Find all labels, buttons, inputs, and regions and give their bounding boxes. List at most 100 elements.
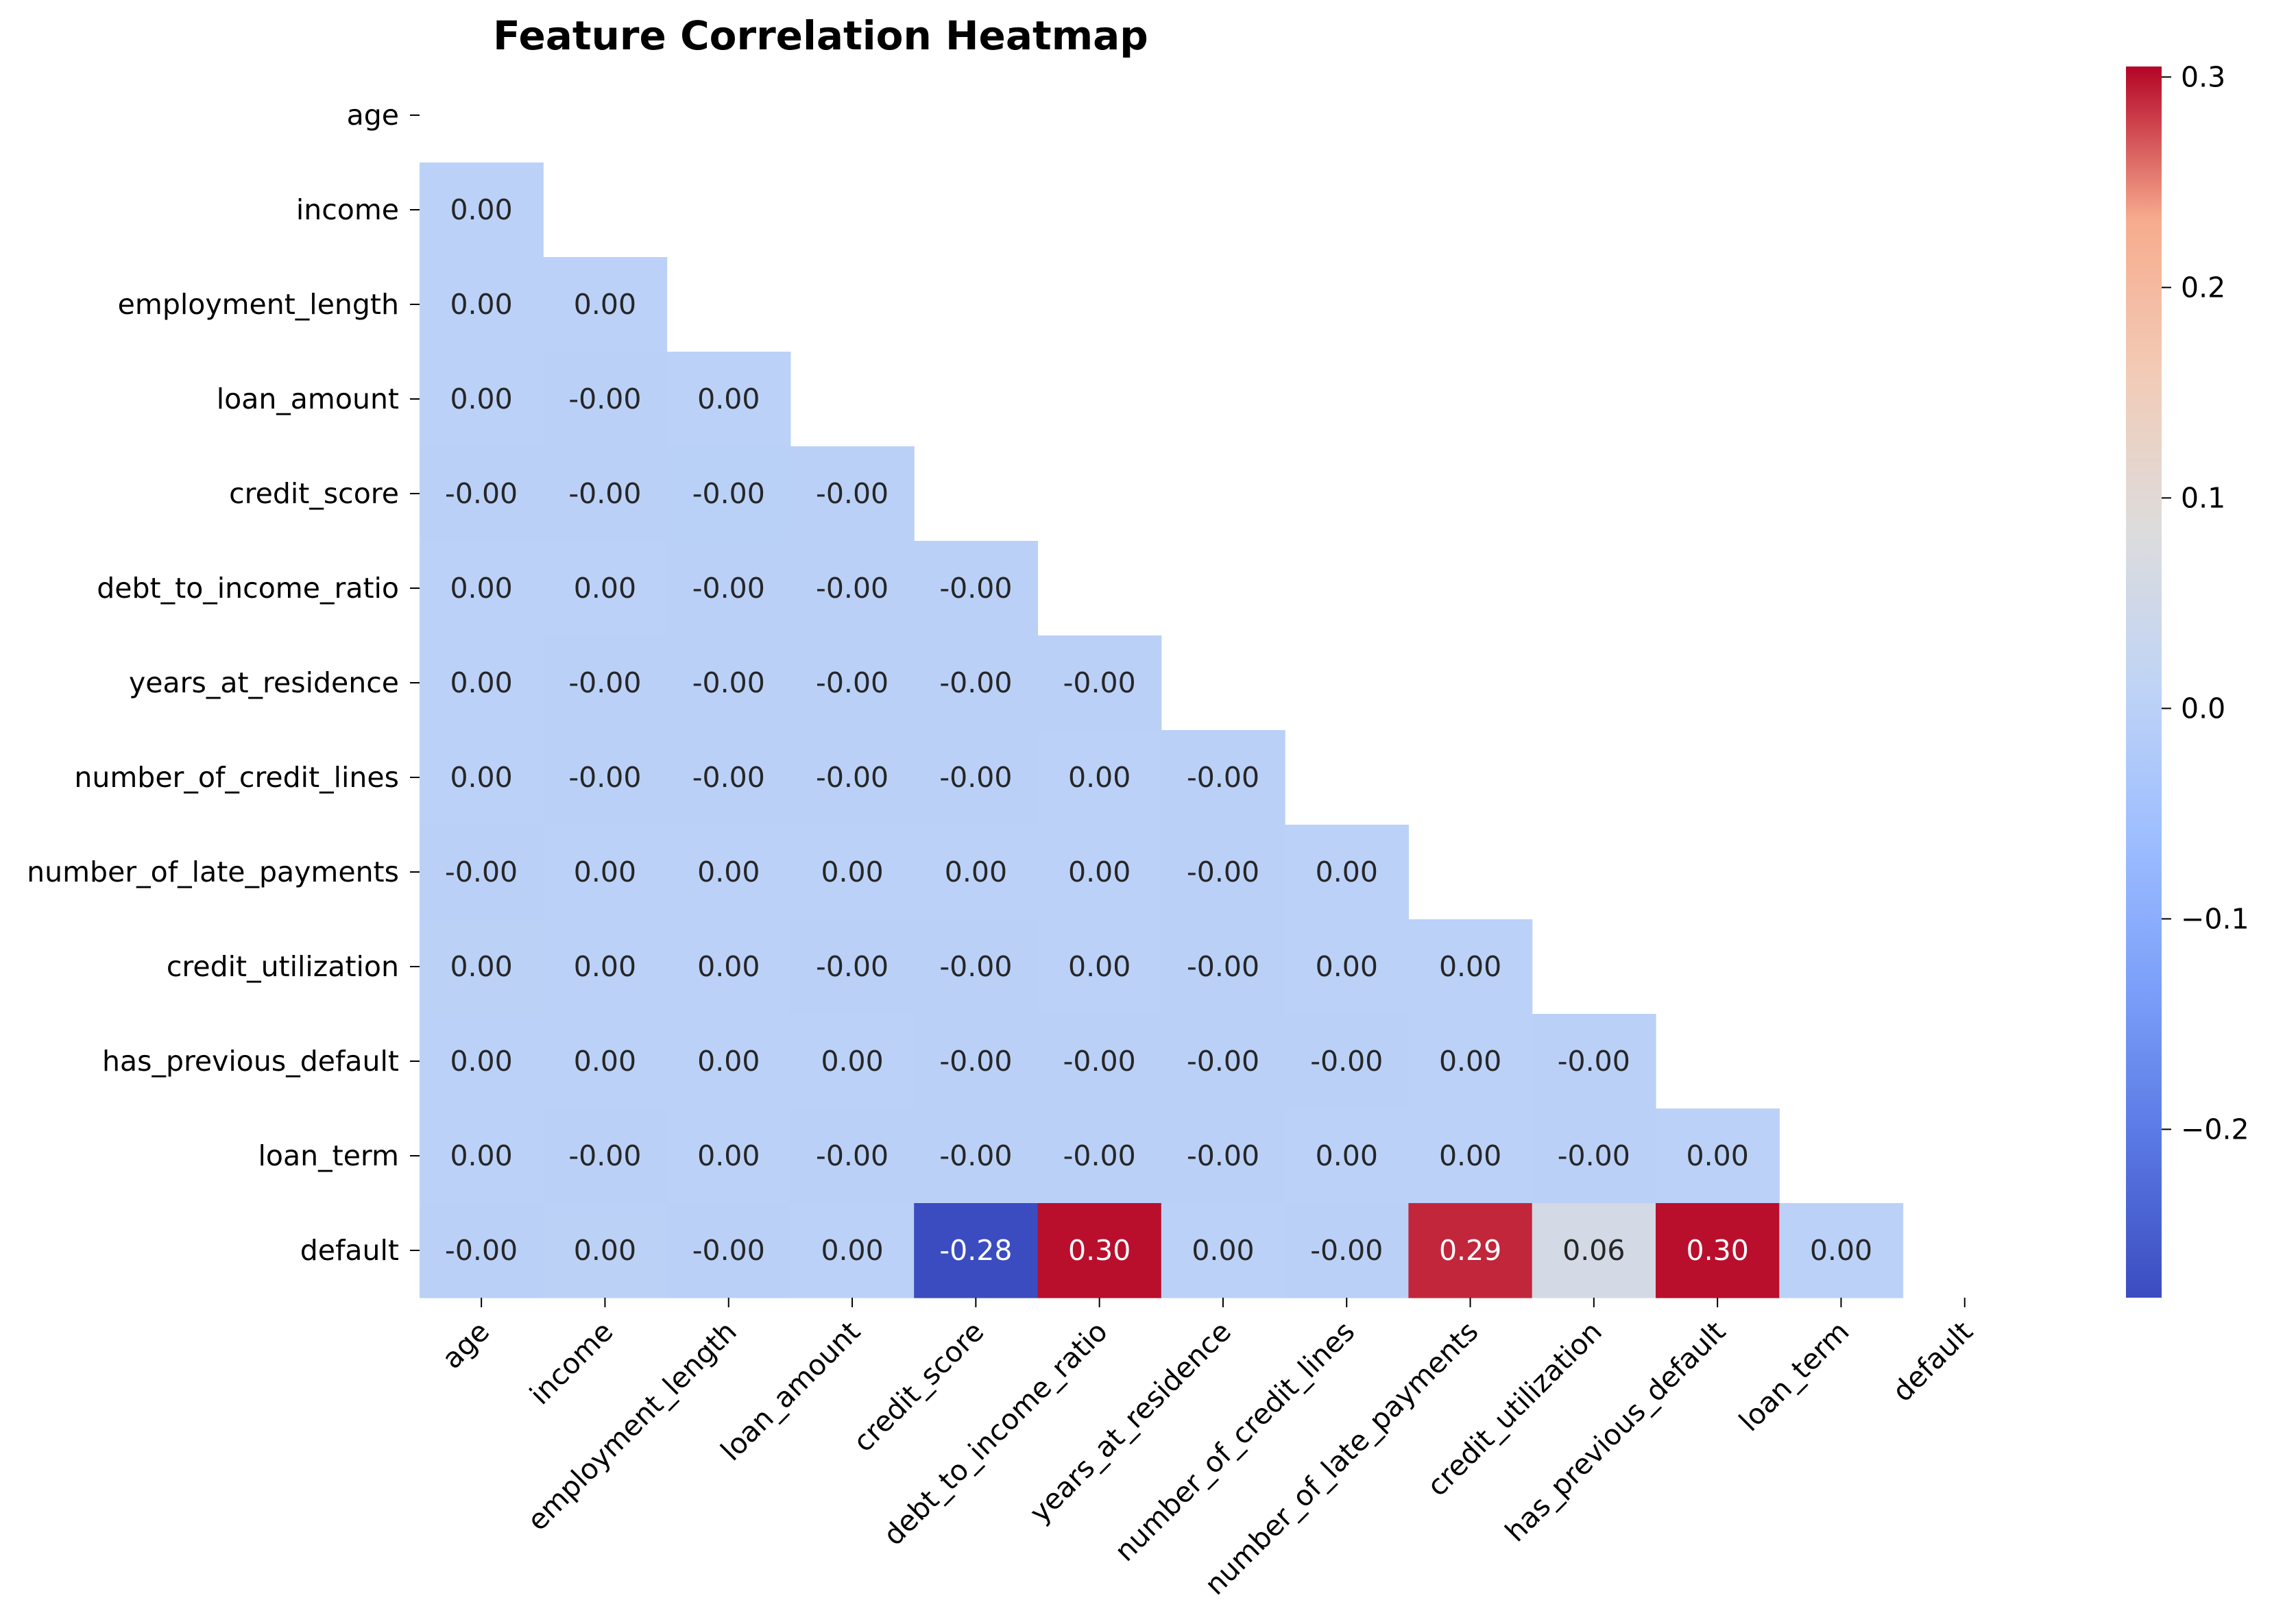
heatmap-cell-credit_score-income bbox=[543, 446, 668, 542]
heatmap-cell-loan_amount-income bbox=[543, 352, 668, 447]
cell-value-label: -0.00 bbox=[939, 761, 1012, 794]
cell-value-label: -0.00 bbox=[816, 950, 889, 983]
x-tick-label-has_previous_default: has_previous_default bbox=[1499, 1315, 1732, 1548]
cell-value-label: -0.00 bbox=[568, 477, 641, 510]
cell-value-label: 0.00 bbox=[450, 761, 512, 794]
cell-value-label: -0.00 bbox=[568, 383, 641, 415]
x-tick-label-loan_term: loan_term bbox=[1732, 1315, 1855, 1438]
cell-value-label: -0.00 bbox=[816, 666, 889, 699]
heatmap-cell-income-age bbox=[420, 162, 544, 258]
cell-value-label: -0.00 bbox=[568, 761, 641, 794]
x-tick-label-years_at_residence: years_at_residence bbox=[1024, 1315, 1238, 1529]
heatmap-cell-has_previous_default-credit_score bbox=[914, 1014, 1039, 1109]
heatmap-cell-years_at_residence-credit_score bbox=[914, 635, 1039, 731]
heatmap-cell-has_previous_default-years_at_residence bbox=[1161, 1014, 1285, 1109]
cell-value-label: -0.00 bbox=[1187, 856, 1259, 888]
y-tick-label-loan_term: loan_term bbox=[258, 1139, 399, 1172]
cell-value-label: 0.00 bbox=[1068, 950, 1131, 983]
cell-value-label: -0.00 bbox=[1187, 761, 1259, 794]
cell-value-label: -0.00 bbox=[816, 572, 889, 605]
cell-value-label: 0.00 bbox=[697, 1045, 760, 1078]
heatmap-cell-loan_term-credit_score bbox=[914, 1108, 1039, 1204]
cell-value-label: 0.00 bbox=[574, 572, 636, 605]
cell-value-label: 0.00 bbox=[574, 950, 636, 983]
cell-value-label: 0.00 bbox=[697, 383, 760, 415]
y-tick-label-loan_amount: loan_amount bbox=[217, 383, 399, 415]
heatmap-cell-number_of_credit_lines-age bbox=[420, 730, 544, 825]
cell-value-label: 0.00 bbox=[697, 950, 760, 983]
cell-value-label: 0.00 bbox=[1439, 950, 1501, 983]
cell-value-label: -0.00 bbox=[692, 572, 765, 605]
heatmap-cell-years_at_residence-debt_to_income_ratio bbox=[1037, 635, 1162, 731]
cell-value-label: 0.00 bbox=[450, 1139, 512, 1172]
cell-value-label: 0.00 bbox=[450, 950, 512, 983]
cell-value-label: -0.28 bbox=[939, 1234, 1012, 1267]
heatmap-cell-employment_length-age bbox=[420, 257, 544, 352]
cell-value-label: 0.00 bbox=[821, 1045, 883, 1078]
cell-value-label: 0.00 bbox=[1316, 950, 1378, 983]
cell-value-label: 0.00 bbox=[450, 572, 512, 605]
heatmap-cell-loan_amount-age bbox=[420, 352, 544, 447]
heatmap-cell-has_previous_default-number_of_late_payments bbox=[1408, 1014, 1533, 1109]
y-tick-label-years_at_residence: years_at_residence bbox=[129, 666, 399, 699]
heatmap-cell-default-credit_score bbox=[914, 1203, 1039, 1298]
heatmap-cell-loan_term-has_previous_default bbox=[1656, 1108, 1780, 1204]
heatmap-cell-credit_utilization-debt_to_income_ratio bbox=[1037, 919, 1162, 1015]
x-tick-label-employment_length: employment_length bbox=[521, 1315, 743, 1537]
x-tick-label-default: default bbox=[1886, 1315, 1979, 1408]
x-axis: age incomeemployment_lengthloan_amountcre… bbox=[435, 1298, 1979, 1601]
heatmap-cell-default-debt_to_income_ratio bbox=[1037, 1203, 1162, 1298]
cell-value-label: -0.00 bbox=[816, 477, 889, 510]
heatmap-cell-number_of_credit_lines-loan_amount bbox=[790, 730, 915, 825]
cell-value-label: 0.00 bbox=[574, 288, 636, 321]
colorbar-tick-label: 0.3 bbox=[2181, 60, 2225, 93]
heatmap-cell-default-number_of_credit_lines bbox=[1285, 1203, 1409, 1298]
cell-value-label: 0.00 bbox=[697, 1139, 760, 1172]
heatmap-cell-default-number_of_late_payments bbox=[1408, 1203, 1533, 1298]
cell-value-label: 0.00 bbox=[1068, 761, 1131, 794]
cell-value-label: 0.00 bbox=[450, 383, 512, 415]
cell-value-label: -0.00 bbox=[692, 761, 765, 794]
cell-value-label: -0.00 bbox=[939, 950, 1012, 983]
heatmap-cell-years_at_residence-employment_length bbox=[666, 635, 791, 731]
cell-value-label: 0.00 bbox=[574, 1045, 636, 1078]
heatmap-cell-credit_utilization-number_of_credit_lines bbox=[1285, 919, 1409, 1015]
heatmap-cell-has_previous_default-credit_utilization bbox=[1532, 1014, 1656, 1109]
y-tick-label-default: default bbox=[300, 1234, 399, 1267]
cell-value-label: 0.00 bbox=[1316, 1139, 1378, 1172]
cell-value-label: -0.00 bbox=[939, 572, 1012, 605]
heatmap-cell-number_of_late_payments-number_of_credit_lines bbox=[1285, 825, 1409, 920]
cell-value-label: -0.00 bbox=[1558, 1045, 1630, 1078]
heatmap-cell-number_of_credit_lines-years_at_residence bbox=[1161, 730, 1285, 825]
heatmap-cell-credit_utilization-age bbox=[420, 919, 544, 1015]
heatmap-cell-has_previous_default-debt_to_income_ratio bbox=[1037, 1014, 1162, 1109]
cell-value-label: 0.00 bbox=[450, 288, 512, 321]
colorbar-tick-label: 0.0 bbox=[2181, 692, 2225, 725]
chart-title: Feature Correlation Heatmap bbox=[493, 12, 1148, 59]
heatmap-cell-loan_amount-employment_length bbox=[666, 352, 791, 447]
cell-value-label: -0.00 bbox=[1310, 1045, 1383, 1078]
heatmap-cell-debt_to_income_ratio-loan_amount bbox=[790, 541, 915, 636]
cell-value-label: 0.06 bbox=[1562, 1234, 1625, 1267]
colorbar-tick-label: −0.1 bbox=[2181, 902, 2249, 935]
cell-value-label: 0.30 bbox=[1687, 1234, 1749, 1267]
cell-value-label: 0.00 bbox=[1192, 1234, 1254, 1267]
colorbar-tick-label: 0.2 bbox=[2181, 271, 2225, 304]
cell-value-label: -0.00 bbox=[939, 1045, 1012, 1078]
y-tick-label-number_of_credit_lines: number_of_credit_lines bbox=[74, 761, 399, 794]
y-tick-label-income: income bbox=[296, 193, 399, 226]
heatmap-cell-default-has_previous_default bbox=[1656, 1203, 1780, 1298]
cell-value-label: 0.00 bbox=[1810, 1234, 1872, 1267]
heatmap-cell-credit_score-employment_length bbox=[666, 446, 791, 542]
heatmap-cell-number_of_credit_lines-employment_length bbox=[666, 730, 791, 825]
heatmap-cell-number_of_credit_lines-debt_to_income_ratio bbox=[1037, 730, 1162, 825]
cell-value-label: 0.00 bbox=[697, 856, 760, 888]
cell-value-label: -0.00 bbox=[568, 666, 641, 699]
heatmap-cell-default-income bbox=[543, 1203, 668, 1298]
cell-value-label: -0.00 bbox=[1063, 666, 1136, 699]
y-tick-label-number_of_late_payments: number_of_late_payments bbox=[27, 856, 399, 888]
heatmap-cell-debt_to_income_ratio-age bbox=[420, 541, 544, 636]
heatmap-cell-number_of_late_payments-debt_to_income_ratio bbox=[1037, 825, 1162, 920]
heatmap-cell-has_previous_default-income bbox=[543, 1014, 668, 1109]
cell-value-label: 0.00 bbox=[1687, 1139, 1749, 1172]
